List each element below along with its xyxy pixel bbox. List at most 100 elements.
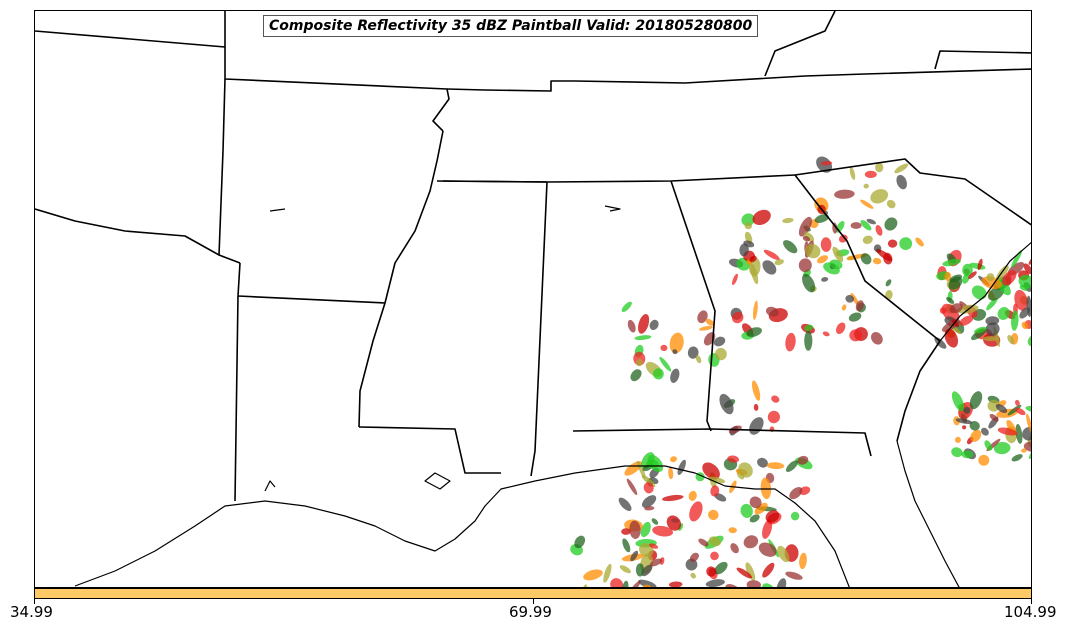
paintball-blob [762,519,773,539]
paintball-blob [619,565,631,574]
paintball-blob [659,356,672,372]
paintball-blob [622,538,631,553]
paintball-blob [621,580,629,587]
paintball-blob [710,485,720,497]
paintball-blob [727,455,739,463]
paintball-blob [841,304,847,311]
paintball-blob [766,462,785,470]
paintball-blob [934,337,947,349]
paintball-blob [621,301,632,312]
paintball-blob [754,502,768,515]
paintball-blob [885,290,893,300]
paintball-blob [707,476,726,484]
paintball-blob [629,580,641,587]
paintball-blob [838,234,848,243]
paintball-blob [669,332,684,354]
paintball-blob [954,436,961,443]
paintball-blob [1011,250,1022,268]
paintball-blob [713,336,726,347]
coastline [74,205,1031,587]
paintball-blob [864,170,877,179]
paintball-blob [785,571,803,580]
paintball-blob [790,511,800,521]
paintball-blob [860,199,874,209]
paintball-blob [798,258,812,273]
paintball-blob [946,297,955,304]
paintball-blob [993,441,1011,455]
paintball-blob [789,487,803,500]
paintball-blob [677,459,686,476]
paintball-blob [850,292,859,306]
paintball-blob [863,183,869,189]
paintball-blob [630,369,642,382]
paintball-blob [1027,335,1031,347]
paintball-blob [698,538,709,547]
paintball-blob [987,399,1000,412]
paintball-blob [944,272,952,281]
paintball-blob [782,217,794,224]
paintball-blob [1007,334,1015,345]
paintball-blob [627,319,636,333]
colorbar-label-max: 104.99 [1004,603,1057,621]
paintball-blob [984,440,993,451]
paintball-blob [644,506,655,511]
paintball-blob [731,311,744,324]
paintball-blob [705,579,725,587]
paintball-layer [570,156,1031,587]
paintball-blob [997,307,1010,320]
paintball-blob [955,418,973,425]
paintball-blob [757,457,768,468]
paintball-blob [1026,295,1031,317]
paintball-blob [969,391,983,410]
paintball-blob [1023,263,1031,275]
paintball-blob [719,393,734,415]
paintball-blob [1028,448,1031,460]
paintball-blob [670,456,677,463]
paintball-blob [745,562,756,581]
colorbar-label-min: 34.99 [10,603,53,621]
paintball-blob [971,285,987,300]
paintball-blob [862,235,873,245]
paintball-blob [642,495,657,508]
paintball-blob [834,189,855,199]
paintball-blob [1019,284,1029,291]
paintball-blob [915,237,924,247]
paintball-blob [765,306,779,317]
paintball-blob [959,315,974,326]
paintball-blob [751,380,761,401]
paintball-blob [962,263,973,277]
paintball-blob [752,209,771,226]
paintball-blob [762,260,777,275]
paintball-blob [652,368,664,380]
paintball-blob [848,312,862,322]
paintball-blob [849,167,856,180]
paintball-blob [829,259,843,270]
paintball-blob [1007,404,1022,416]
paintball-blob [758,542,777,557]
paintball-blob [942,258,961,267]
paintball-blob [982,336,999,342]
paintball-blob [1025,405,1031,413]
paintball-blob [690,572,696,579]
paintball-blob [749,417,764,435]
paintball-blob [978,454,990,466]
paintball-blob [760,477,772,500]
paintball-blob [886,199,896,209]
paintball-blob [630,550,639,562]
paintball-blob [638,579,657,587]
map-title: Composite Reflectivity 35 dBZ Paintball … [263,15,759,37]
paintball-blob [689,501,703,522]
paintball-blob [871,332,883,345]
paintball-blob [732,273,738,286]
paintball-blob [763,249,780,261]
paintball-blob [803,231,815,243]
paintball-blob [669,581,683,587]
paintball-blob [995,403,1008,414]
paintball-blob [820,161,833,166]
paintball-blob [660,344,668,352]
paintball-blob [866,218,877,225]
paintball-blob [963,406,971,414]
paintball-blob [989,413,999,422]
paintball-blob [997,427,1018,436]
paintball-blob [986,297,998,311]
